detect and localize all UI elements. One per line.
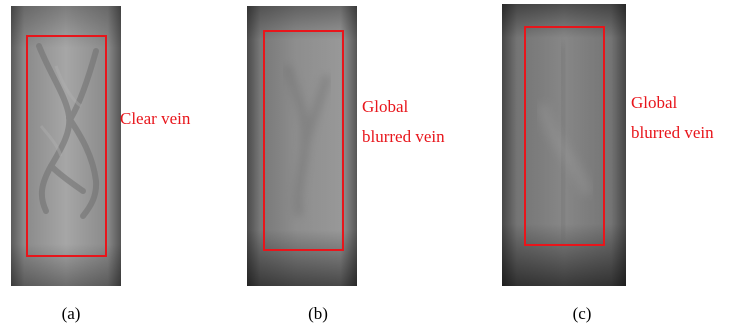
annotation-label: Global blurred vein: [362, 92, 445, 152]
roi-box: [263, 30, 344, 251]
annotation-line: Global: [362, 97, 409, 116]
annotation-line: Clear vein: [120, 109, 191, 128]
annotation-line: blurred vein: [631, 123, 714, 142]
annotation-line: blurred vein: [362, 127, 445, 146]
panel-caption: (c): [572, 304, 592, 323]
panel-caption: (b): [308, 304, 328, 323]
roi-box: [26, 35, 107, 257]
finger-vein-image-blurred: [247, 6, 357, 286]
panel-caption: (a): [61, 304, 81, 323]
finger-vein-image-blurred: [502, 4, 626, 286]
annotation-line: Global: [631, 93, 678, 112]
finger-vein-image-clear: [11, 6, 121, 286]
roi-box: [524, 26, 605, 246]
annotation-label: Clear vein: [120, 104, 190, 134]
annotation-label: Global blurred vein: [631, 88, 714, 148]
